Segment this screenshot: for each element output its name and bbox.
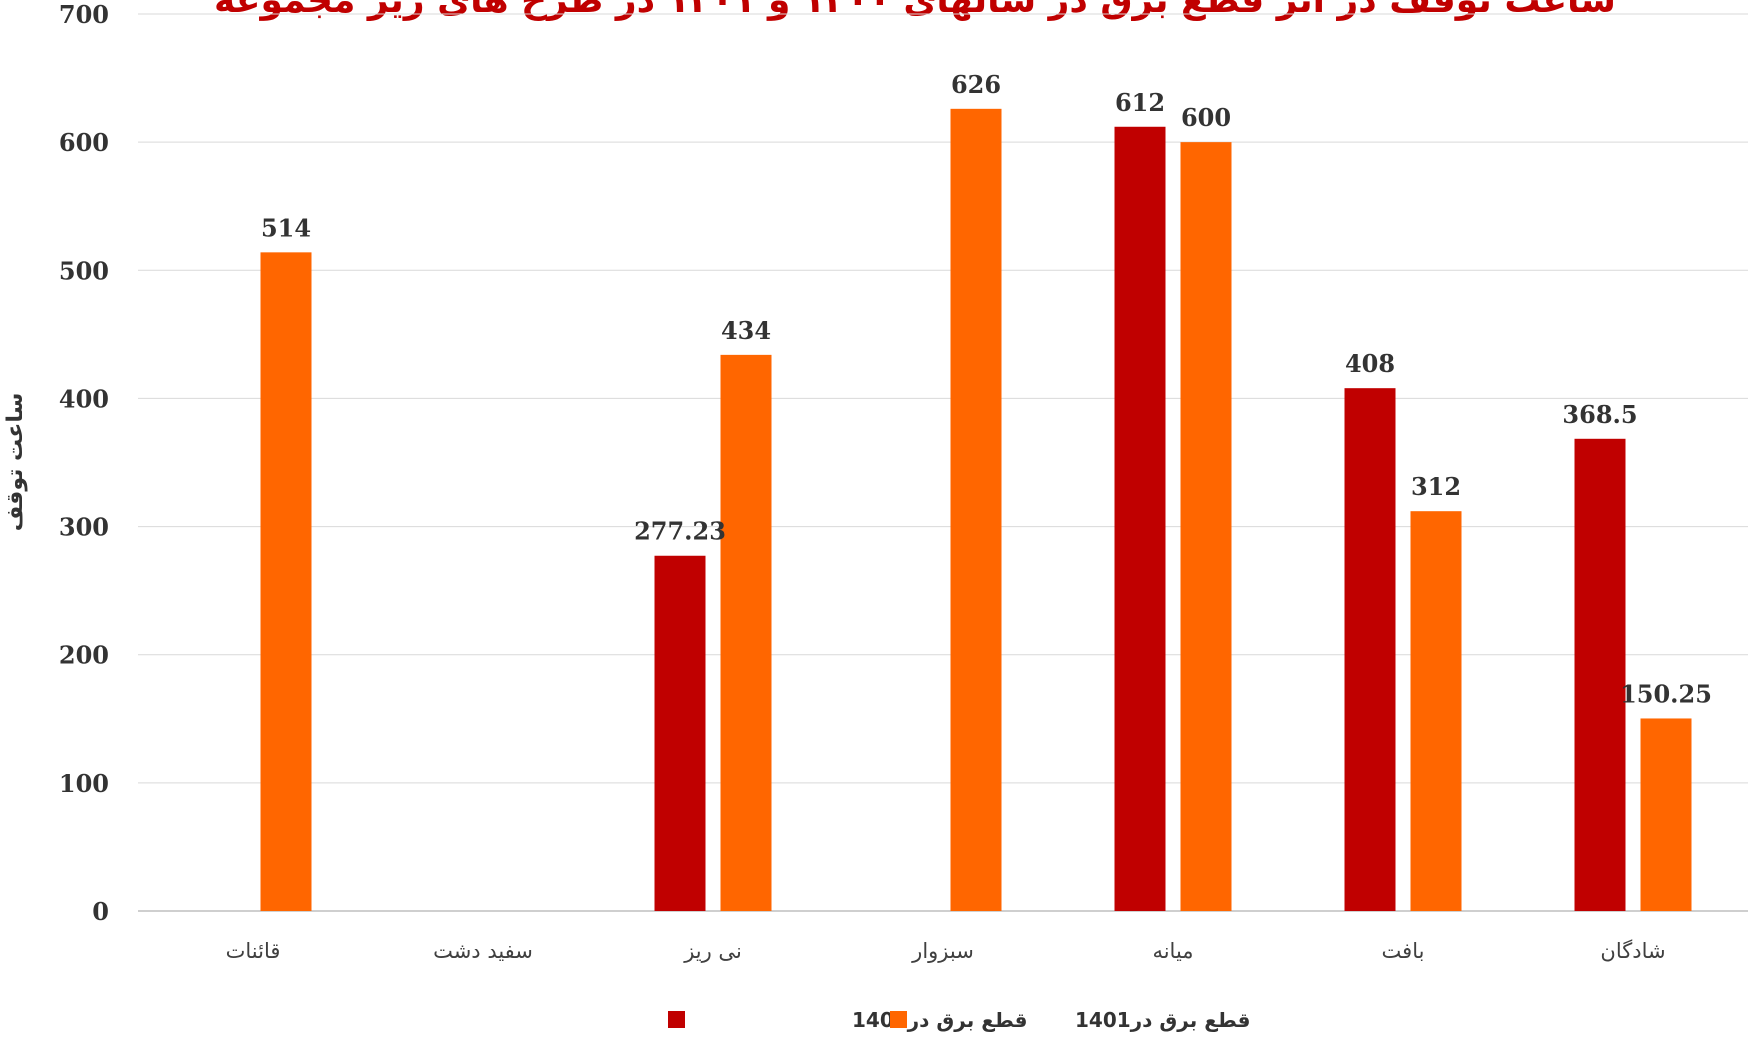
- x-tick-label: بافت: [1382, 939, 1425, 963]
- bar: [1574, 438, 1626, 911]
- bar: [1410, 511, 1462, 911]
- legend-label: قطع برق در1400: [852, 1008, 1027, 1032]
- x-axis-ticks: قائنات سفید دشت نی ریز سبزوار میانه بافت شادگا…: [226, 939, 1666, 963]
- y-tick-label: 100: [59, 769, 109, 798]
- data-labels: 514 277.23 434 626 612 600 408 312 368.5 150.25: [261, 70, 1712, 709]
- data-label: 434: [721, 316, 771, 345]
- data-label: 626: [951, 70, 1001, 99]
- data-label: 612: [1115, 88, 1165, 117]
- data-label: 277.23: [634, 517, 726, 546]
- x-tick-label: میانه: [1152, 939, 1193, 963]
- x-tick-label: شادگان: [1600, 939, 1665, 963]
- bar: [654, 555, 706, 911]
- data-label: 150.25: [1620, 679, 1712, 708]
- y-axis-ticks: 0 100 200 300 400 500 600 700: [59, 0, 109, 926]
- x-tick-label: قائنات: [226, 939, 281, 963]
- y-tick-label: 200: [59, 641, 109, 670]
- bar: [1344, 388, 1396, 912]
- y-tick-label: 300: [59, 513, 109, 542]
- x-tick-label: سبزوار: [911, 939, 974, 963]
- y-axis-label: ساعت توقف: [3, 393, 28, 532]
- bar: [1114, 126, 1166, 911]
- x-tick-label: سفید دشت: [433, 939, 533, 963]
- bar: [1180, 142, 1232, 912]
- y-tick-label: 0: [92, 897, 109, 926]
- y-tick-label: 400: [59, 384, 109, 413]
- bar: [720, 354, 772, 911]
- y-tick-label: 600: [59, 128, 109, 157]
- data-label: 312: [1411, 472, 1461, 501]
- y-tick-label: 700: [59, 0, 109, 29]
- legend-swatch: [890, 1011, 907, 1028]
- data-label: 368.5: [1562, 400, 1637, 429]
- bar: [1640, 718, 1692, 911]
- data-label: 600: [1181, 103, 1231, 132]
- data-label: 408: [1345, 349, 1395, 378]
- data-label: 514: [261, 213, 311, 242]
- legend-label: قطع برق در1401: [1075, 1008, 1250, 1032]
- bars: [260, 108, 1692, 912]
- bar: [260, 252, 312, 912]
- chart-title: ساعت توقف در اثر قطع برق در سالهای ۱۴۰۰ …: [214, 0, 1616, 21]
- y-tick-label: 500: [59, 256, 109, 285]
- gridlines: [138, 13, 1748, 912]
- bar: [950, 108, 1002, 912]
- legend-swatch: [668, 1011, 685, 1028]
- x-tick-label: نی ریز: [683, 939, 742, 963]
- legend: قطع برق در1400 قطع برق در1401: [668, 1008, 1250, 1032]
